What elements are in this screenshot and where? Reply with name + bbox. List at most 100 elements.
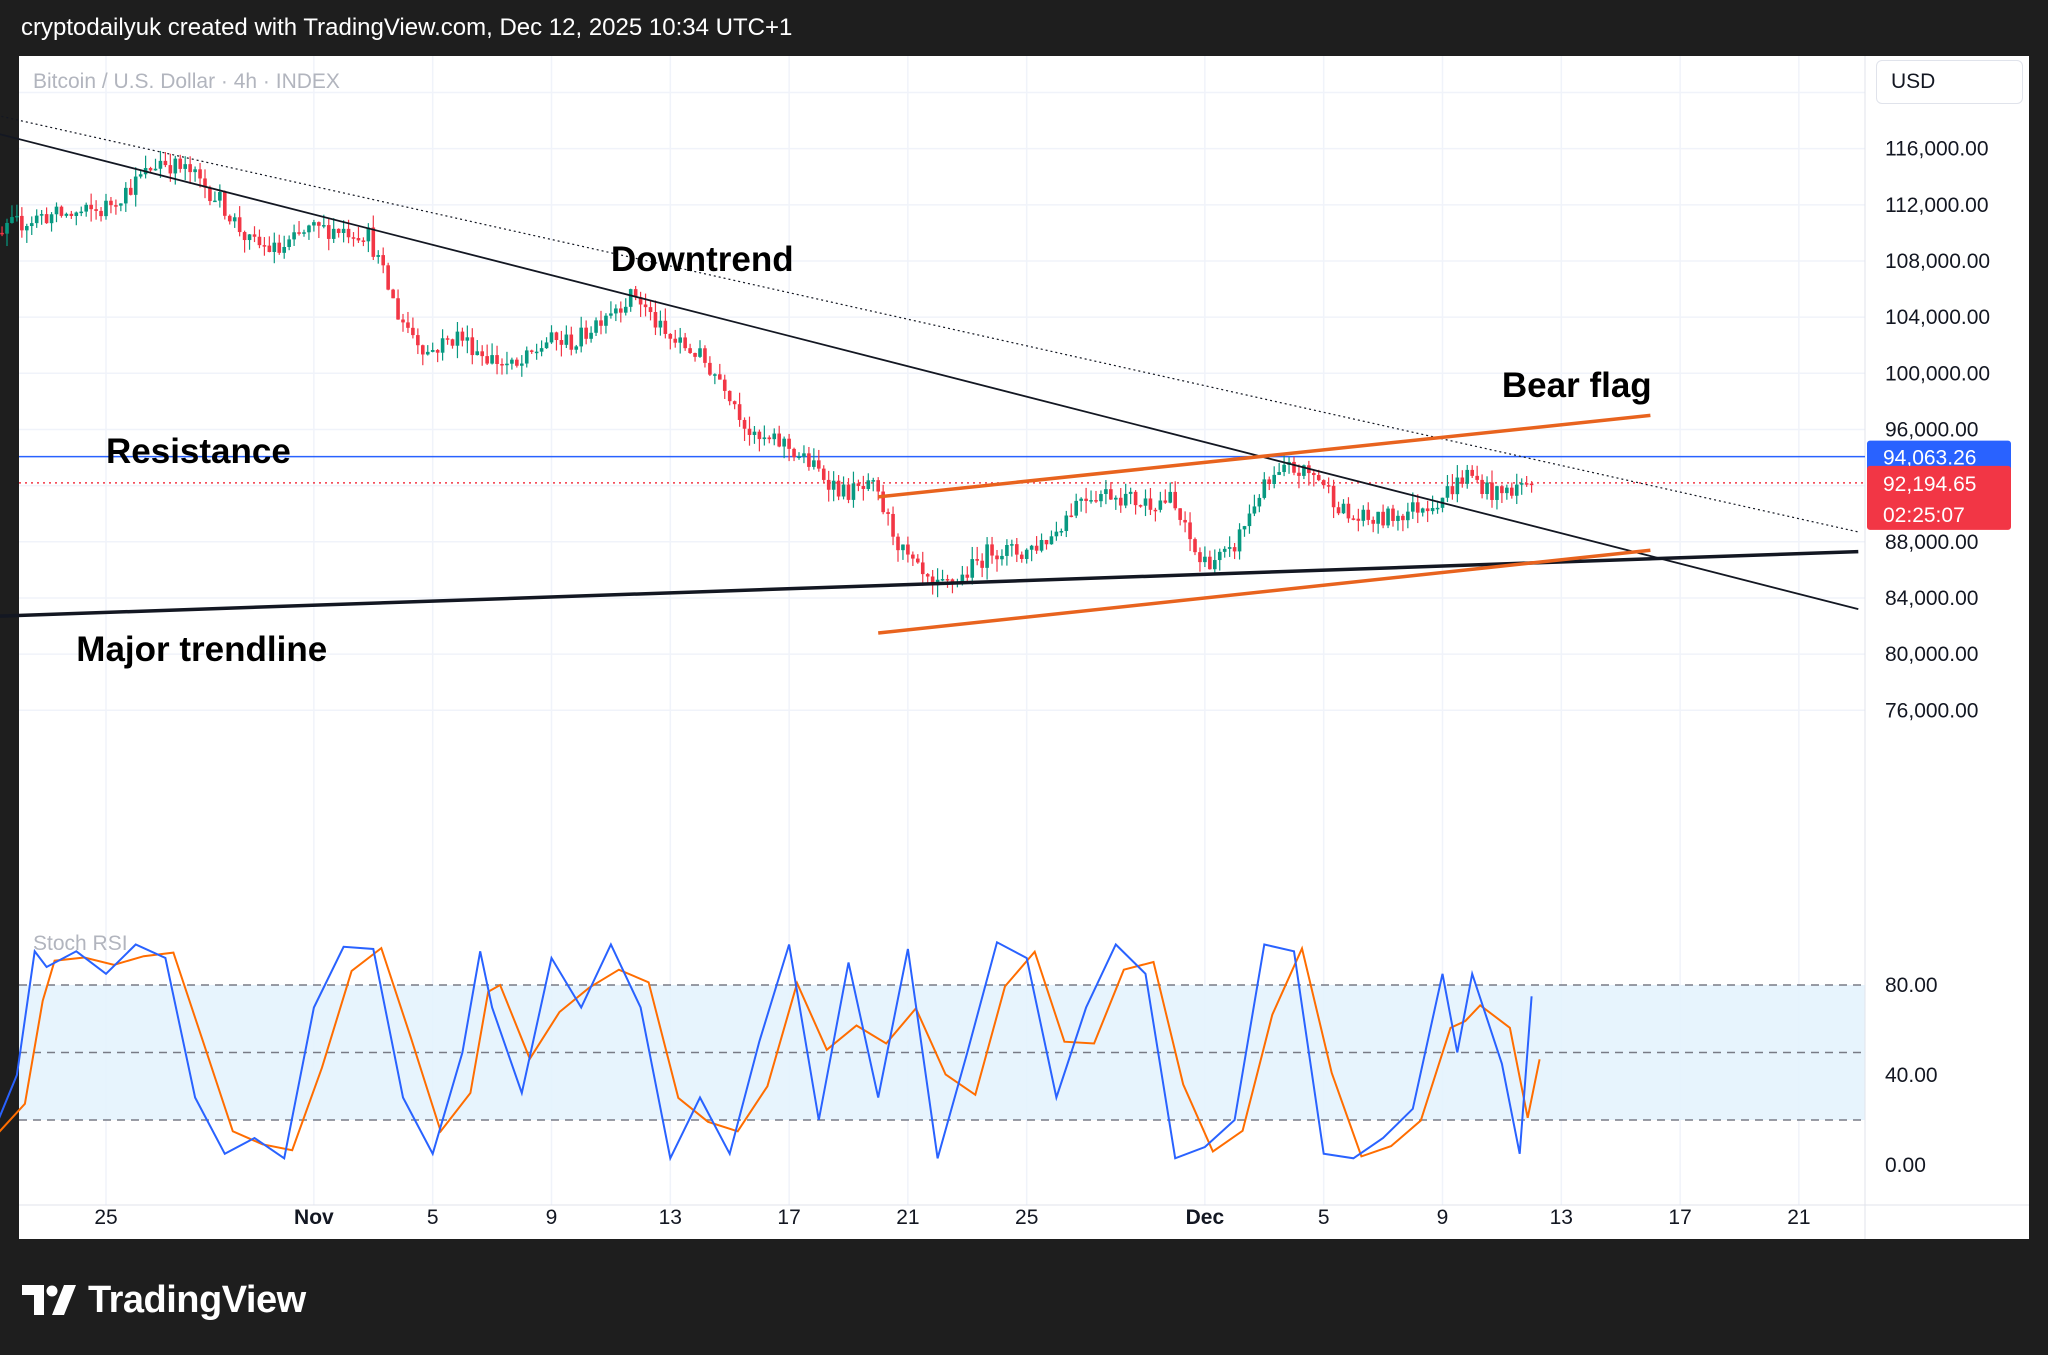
candle-body — [1396, 515, 1400, 521]
candle-body — [1351, 518, 1356, 520]
candle-body — [470, 337, 475, 356]
candle-body — [1123, 493, 1128, 506]
time-tick-label: 25 — [94, 1206, 117, 1229]
candle-body — [549, 332, 554, 343]
candle-body — [54, 206, 59, 215]
candle-body — [223, 192, 227, 216]
candle-body — [435, 350, 440, 353]
candle-body — [782, 438, 786, 447]
candle-body — [1475, 475, 1479, 480]
candle-body — [59, 206, 64, 216]
candle-body — [376, 255, 381, 257]
candle-body — [1326, 485, 1331, 487]
candle-body — [381, 255, 385, 266]
candle-body — [1039, 540, 1044, 551]
candle-body — [817, 460, 821, 469]
candle-body — [920, 562, 925, 575]
candle-body — [861, 485, 866, 489]
price-tick-label: 100,000.00 — [1885, 362, 1990, 385]
candle-body — [1500, 486, 1504, 494]
candle-body — [777, 433, 781, 447]
candle-body — [1089, 500, 1093, 502]
candle-body — [1208, 556, 1212, 570]
currency-selector[interactable]: USD — [1876, 60, 2023, 104]
candle-body — [772, 433, 777, 440]
candle-body — [638, 297, 643, 305]
candle-body — [826, 479, 831, 490]
candle-body — [188, 164, 192, 173]
candle-body — [445, 338, 450, 340]
candle-body — [114, 205, 118, 207]
candle-body — [1252, 506, 1257, 514]
candle-body — [237, 217, 242, 233]
candle-body — [520, 363, 524, 366]
resistance-price-badge — [1867, 440, 2011, 473]
candle-body — [574, 346, 579, 350]
time-tick-label: Nov — [294, 1206, 334, 1229]
candle-body — [277, 242, 282, 253]
candle-body — [1217, 551, 1222, 561]
candle-body — [1094, 500, 1098, 502]
candle-body — [287, 239, 291, 247]
candle-body — [1227, 547, 1232, 549]
candle-body — [871, 480, 876, 482]
candle-body — [975, 559, 979, 561]
candle-body — [1346, 503, 1351, 519]
candle-body — [208, 187, 212, 202]
price-tick-label: 80,000.00 — [1885, 643, 1978, 666]
candle-body — [1336, 507, 1341, 514]
candle-body — [722, 379, 727, 391]
candle-body — [658, 320, 663, 328]
candle-body — [104, 200, 108, 217]
candle-body — [1420, 508, 1425, 513]
candle-body — [896, 536, 900, 551]
candle-body — [1044, 540, 1049, 545]
candle-body — [1158, 500, 1163, 510]
candle-body — [950, 579, 955, 584]
candle-body — [1331, 485, 1336, 508]
annotation-resistance: Resistance — [106, 432, 291, 471]
candle-body — [866, 480, 871, 489]
stoch-rsi-tick-label: 0.00 — [1885, 1154, 1926, 1177]
candle-body — [267, 245, 272, 252]
candle-body — [1005, 545, 1009, 556]
candle-body — [361, 240, 366, 242]
candle-body — [20, 215, 24, 231]
candle-body — [173, 158, 178, 174]
candle-body — [1465, 469, 1470, 484]
candle-body — [856, 483, 861, 486]
tradingview-wordmark: TradingView — [88, 1278, 306, 1321]
candle-body — [534, 351, 539, 354]
candle-body — [69, 213, 74, 216]
candle-body — [29, 223, 34, 227]
candle-body — [302, 232, 306, 234]
candle-body — [1519, 483, 1524, 485]
candle-body — [44, 214, 49, 224]
candle-body — [1391, 508, 1395, 521]
annotation-bear-flag: Bear flag — [1502, 366, 1652, 405]
candle-body — [34, 215, 39, 224]
candle-body — [1148, 498, 1153, 510]
candle-body — [1262, 479, 1267, 498]
candle-body — [500, 363, 504, 366]
candle-body — [183, 164, 187, 169]
candle-body — [1257, 497, 1262, 507]
candle-body — [930, 576, 935, 586]
candle-body — [693, 353, 697, 357]
candle-body — [787, 438, 791, 449]
candle-body — [564, 334, 569, 345]
candle-body — [648, 307, 653, 313]
candle-body — [336, 228, 341, 234]
candle-body — [247, 234, 252, 241]
candle-body — [945, 579, 950, 581]
candle-body — [1163, 500, 1168, 503]
annotation-downtrend: Downtrend — [611, 240, 794, 279]
price-tick-label: 108,000.00 — [1885, 250, 1990, 273]
candle-body — [663, 320, 668, 334]
candle-body — [836, 480, 841, 497]
current-price-label: 92,194.65 — [1883, 473, 1976, 496]
candle-body — [1000, 555, 1004, 560]
candle-body — [619, 308, 623, 313]
candle-body — [1297, 472, 1301, 476]
